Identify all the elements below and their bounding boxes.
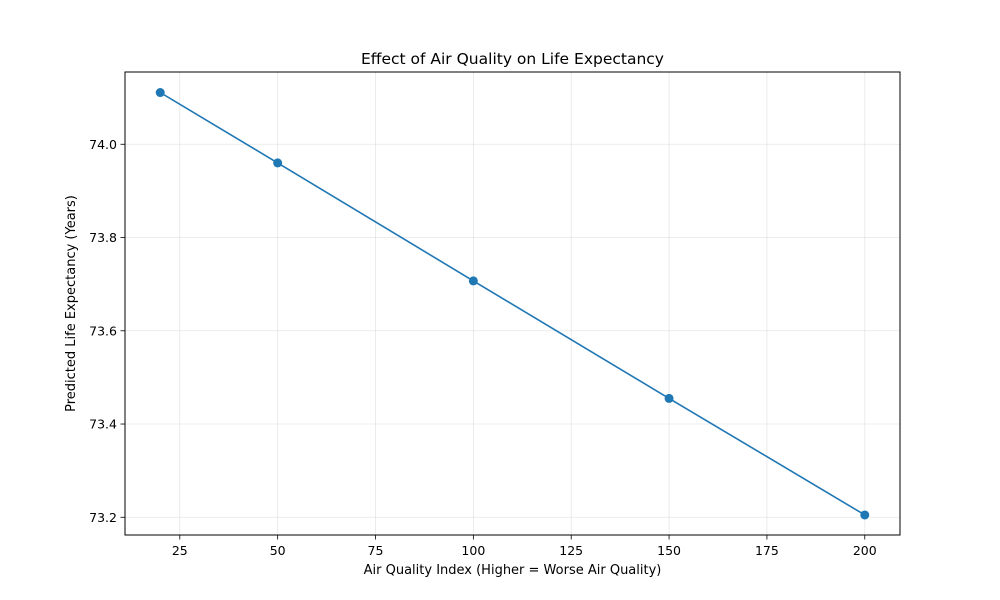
x-tick-label: 125 — [559, 543, 583, 558]
y-tick-label: 73.4 — [89, 417, 117, 432]
grid-lines — [125, 72, 900, 535]
data-point-marker — [860, 510, 870, 520]
data-point-marker — [155, 88, 165, 98]
x-tick-label: 150 — [657, 543, 681, 558]
data-point-marker — [468, 276, 478, 286]
x-tick-label: 175 — [755, 543, 779, 558]
x-tick-label: 25 — [172, 543, 188, 558]
x-axis-title: Air Quality Index (Higher = Worse Air Qu… — [364, 563, 662, 578]
x-tick-label: 50 — [270, 543, 286, 558]
series-layer — [155, 88, 870, 520]
y-tick-label: 73.6 — [89, 323, 117, 338]
axis-ticks: 25 50 75 100 125 150 175 200 73.2 73.4 73.6 73.8 74.… — [89, 137, 877, 558]
y-axis-title: Predicted Life Expectancy (Years) — [64, 195, 79, 412]
data-point-marker — [664, 393, 674, 403]
y-tick-label: 74.0 — [89, 137, 117, 152]
y-tick-label: 73.2 — [89, 510, 117, 525]
data-point-marker — [273, 158, 283, 168]
x-tick-label: 100 — [461, 543, 485, 558]
plot-area-frame — [124, 71, 901, 536]
x-tick-label: 200 — [853, 543, 877, 558]
y-tick-label: 73.8 — [89, 230, 117, 245]
x-tick-label: 75 — [368, 543, 384, 558]
chart-title: Effect of Air Quality on Life Expectancy — [361, 50, 664, 68]
